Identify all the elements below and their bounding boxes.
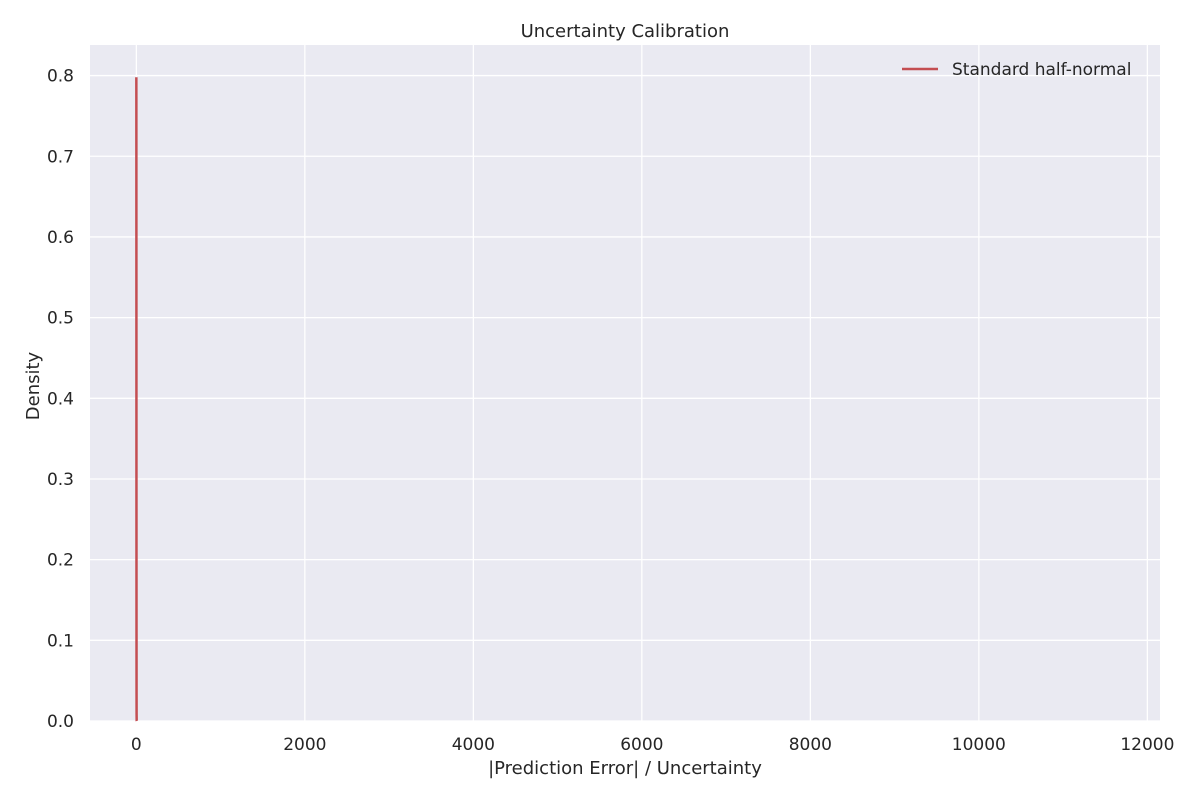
y-tick-label: 0.7 bbox=[47, 147, 74, 167]
plot-area bbox=[90, 45, 1160, 721]
y-axis-title: Density bbox=[23, 351, 44, 420]
x-tick-label: 4000 bbox=[452, 735, 495, 755]
x-tick-label: 12000 bbox=[1120, 735, 1174, 755]
y-tick-label: 0.5 bbox=[47, 309, 74, 329]
y-tick-label: 0.8 bbox=[47, 67, 74, 87]
x-tick-label: 6000 bbox=[620, 735, 663, 755]
x-tick-label: 8000 bbox=[789, 735, 832, 755]
y-tick-label: 0.4 bbox=[47, 389, 74, 409]
y-tick-label: 0.0 bbox=[47, 712, 74, 732]
x-tick-label: 10000 bbox=[952, 735, 1006, 755]
y-tick-label: 0.6 bbox=[47, 228, 74, 248]
chart-title: Uncertainty Calibration bbox=[521, 21, 730, 42]
y-tick-label: 0.3 bbox=[47, 470, 74, 490]
y-tick-label: 0.1 bbox=[47, 631, 74, 651]
x-tick-labels: 0 2000 4000 6000 8000 10000 12000 bbox=[131, 735, 1174, 755]
x-axis-title: |Prediction Error| / Uncertainty bbox=[488, 758, 762, 779]
x-tick-label: 2000 bbox=[283, 735, 326, 755]
x-tick-label: 0 bbox=[131, 735, 142, 755]
y-tick-labels: 0.0 0.1 0.2 0.3 0.4 0.5 0.6 0.7 0.8 bbox=[47, 67, 74, 732]
y-tick-label: 0.2 bbox=[47, 551, 74, 571]
legend-label: Standard half-normal bbox=[952, 60, 1131, 80]
